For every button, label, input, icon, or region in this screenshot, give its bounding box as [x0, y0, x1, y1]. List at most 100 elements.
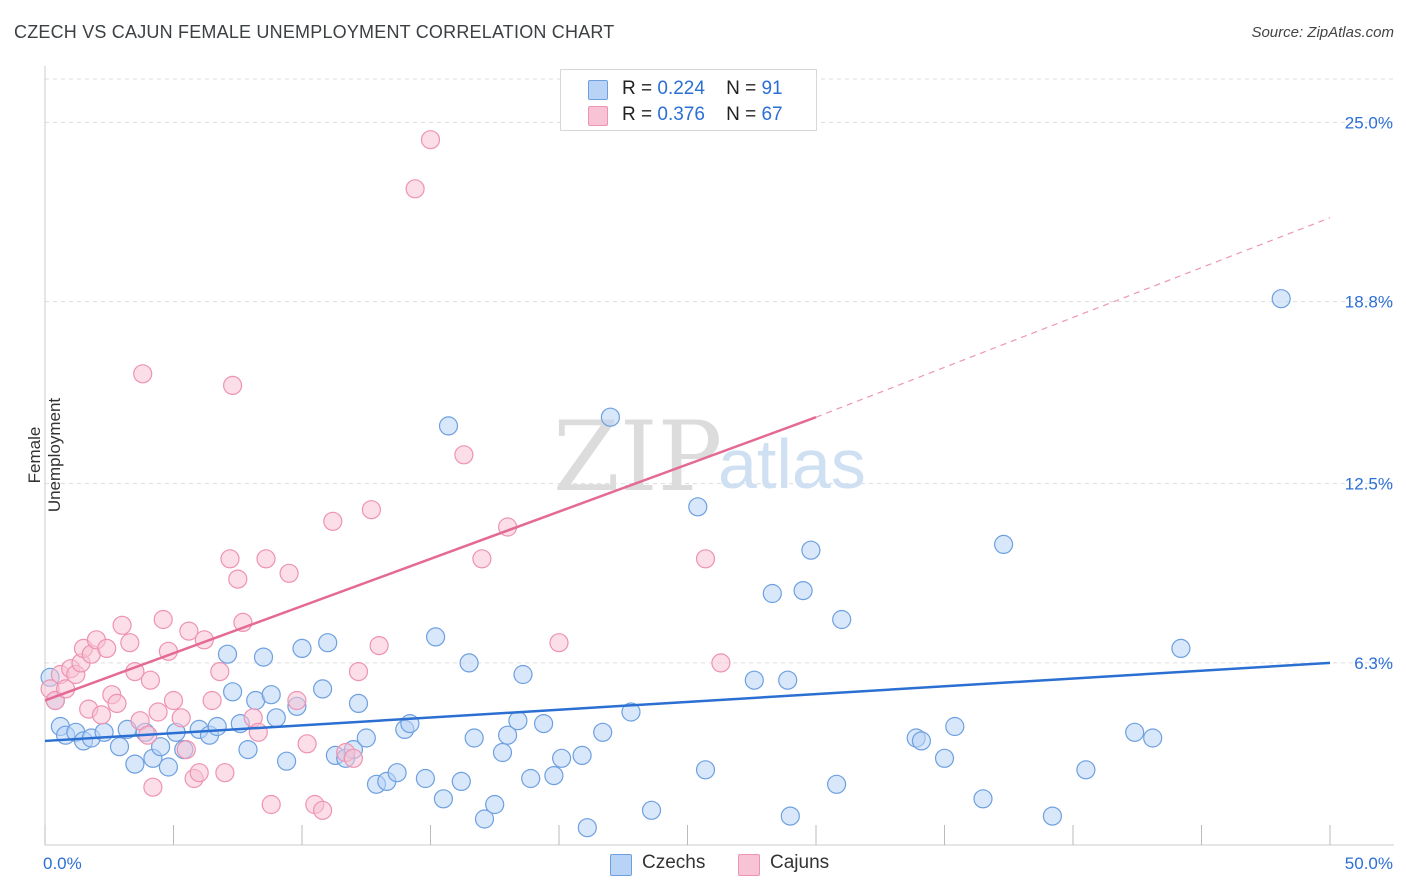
czech-point: [277, 751, 297, 771]
cajun-point: [248, 722, 268, 742]
chart-title: CZECH VS CAJUN FEMALE UNEMPLOYMENT CORRE…: [14, 22, 615, 42]
cajun-point: [176, 739, 196, 760]
y-tick-label: 18.8%: [1345, 293, 1393, 312]
cajun-point: [210, 661, 230, 682]
czech-point: [348, 693, 369, 714]
czech-point: [1125, 722, 1145, 742]
czech-point: [577, 818, 597, 838]
y-tick-label: 6.3%: [1354, 654, 1393, 673]
czech-point: [778, 670, 798, 690]
cajun-point: [215, 763, 235, 783]
czech-point: [433, 789, 453, 809]
cajun-point: [348, 661, 369, 682]
cajun-point: [163, 690, 184, 711]
correlation-legend: R = 0.224 N = 91 R = 0.376 N = 67: [560, 69, 817, 131]
cajun-point: [343, 748, 363, 768]
cajun-trend-extension: [815, 217, 1331, 418]
cajun-point: [228, 569, 248, 589]
cajun-point: [220, 549, 240, 569]
czech-point: [508, 711, 528, 731]
cajun-point: [171, 708, 191, 728]
czech-point: [438, 416, 459, 436]
czech-point: [793, 580, 813, 601]
czech-point: [217, 644, 238, 664]
trend-lines: [44, 217, 1331, 743]
cajun-point: [148, 702, 168, 722]
cajun-point: [420, 130, 441, 150]
cajun-point: [91, 705, 112, 725]
czech-point: [688, 497, 708, 517]
cajun-point: [405, 179, 425, 199]
cajun-point: [297, 734, 317, 754]
cajun-legend-swatch: [738, 854, 760, 876]
cajun-r-label: R =: [622, 104, 653, 125]
czech-point: [415, 768, 435, 789]
cajun-point: [120, 633, 140, 653]
cajun-point: [133, 364, 153, 384]
czech-point: [266, 708, 286, 728]
czech-point: [600, 407, 621, 427]
czech-point: [464, 728, 484, 748]
czech-point: [261, 685, 281, 705]
cajun-point: [279, 563, 299, 583]
czech-point: [158, 757, 178, 777]
czech-n-label: N =: [726, 78, 757, 99]
czech-point: [572, 745, 592, 766]
cajun-point: [223, 375, 243, 395]
czech-point: [533, 713, 554, 734]
cajun-point: [143, 777, 163, 797]
cajun-point: [323, 511, 343, 531]
czech-point: [1171, 638, 1191, 659]
czech-point: [801, 540, 821, 560]
czech-trend-line: [44, 661, 1331, 743]
czech-point: [426, 627, 446, 647]
czech-point: [485, 794, 505, 815]
czech-point: [911, 731, 932, 751]
czech-point: [1076, 760, 1096, 780]
cajun-point: [202, 690, 222, 711]
source-label: Source: ZipAtlas.com: [1251, 24, 1394, 41]
cajun-point: [140, 670, 160, 690]
cajun-n-label: N =: [726, 104, 757, 125]
czech-point: [744, 670, 764, 690]
cajun-point: [189, 763, 209, 783]
cajun-point: [454, 445, 474, 465]
watermark-zip: ZIP: [553, 401, 722, 513]
czech-point: [498, 725, 518, 745]
czech-point: [387, 763, 407, 783]
axes: [44, 66, 1394, 846]
czech-point: [973, 789, 993, 809]
cajun-point: [153, 609, 173, 630]
cajun-point: [369, 635, 389, 656]
watermark: ZIP atlas: [553, 401, 866, 513]
cajun-legend-label: Cajuns: [770, 852, 830, 873]
x-tick-label-min: 0.0%: [43, 854, 82, 873]
czech-point: [492, 742, 513, 763]
czech-legend-swatch: [610, 854, 632, 876]
czech-point: [780, 806, 800, 826]
czech-point: [934, 748, 955, 768]
czech-point: [125, 754, 145, 774]
cajun-point: [287, 690, 307, 711]
czech-point: [621, 702, 641, 722]
czech-point: [544, 765, 564, 786]
czech-r-value: 0.224: [657, 78, 705, 99]
czech-point: [474, 809, 495, 829]
czech-point: [253, 647, 274, 667]
cajun-r-value: 0.376: [657, 104, 705, 125]
czech-point: [695, 760, 716, 780]
cajun-point: [256, 549, 276, 569]
czech-point: [207, 716, 227, 737]
cajun-trend-line: [44, 416, 817, 702]
cajun-point: [549, 633, 569, 653]
czech-point: [551, 748, 572, 768]
czech-point: [521, 768, 541, 789]
czech-point: [513, 664, 533, 685]
cajun-point: [472, 549, 492, 569]
cajun-point: [179, 621, 199, 641]
czech-point: [1271, 289, 1291, 309]
czech-point: [313, 679, 333, 699]
czech-point: [292, 638, 312, 659]
czech-point: [826, 774, 847, 794]
czech-point: [318, 633, 338, 653]
